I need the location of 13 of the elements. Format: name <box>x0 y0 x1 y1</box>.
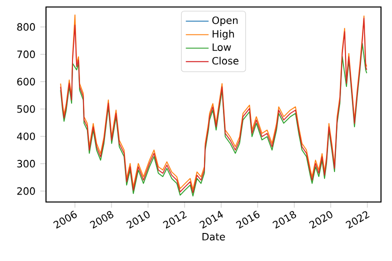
y-tick-label: 800 <box>17 23 35 31</box>
legend-label: High <box>212 30 234 40</box>
y-tick-label: 600 <box>17 78 35 86</box>
legend-label: Low <box>212 44 232 51</box>
y-tick-label: 400 <box>17 132 35 140</box>
y-tick-label: 500 <box>17 105 35 113</box>
line-series <box>60 42 368 196</box>
y-tick-label: 200 <box>17 187 35 195</box>
legend-label: Close <box>212 56 238 65</box>
legend-label: Open <box>212 16 238 26</box>
y-tick-label: 300 <box>17 160 35 168</box>
x-axis-title: Date <box>202 233 225 240</box>
y-tick-label: 700 <box>17 50 35 58</box>
